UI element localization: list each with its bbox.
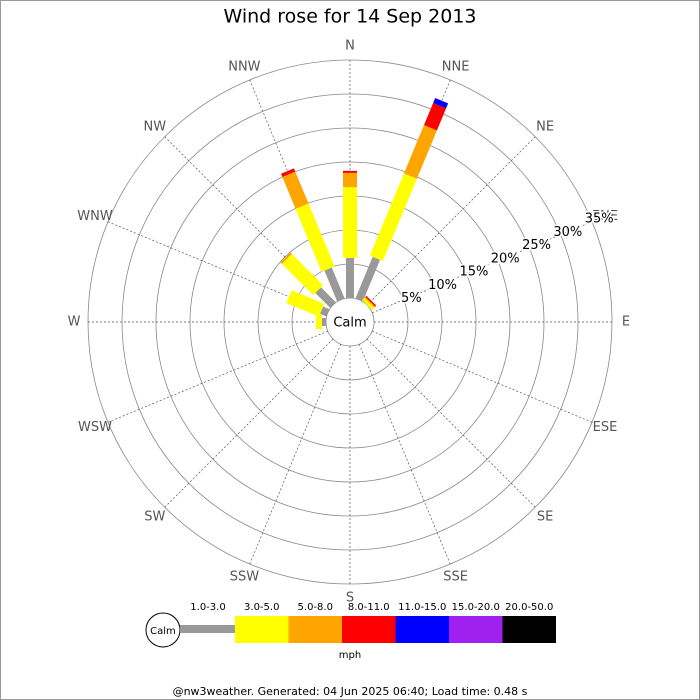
direction-label: ESE (593, 420, 618, 435)
direction-label: NNE (442, 60, 470, 75)
bar-segment (280, 252, 292, 264)
legend-swatch (342, 616, 396, 643)
bar-segment (403, 125, 437, 179)
r-tick-label: 15% (459, 265, 488, 280)
direction-label: W (68, 315, 81, 330)
legend-label: 5.0-8.0 (298, 602, 333, 613)
bar-segment (281, 253, 324, 296)
bar-segment (282, 171, 309, 209)
bar-segment (295, 203, 335, 272)
bar-segment (343, 170, 357, 173)
legend-label: 8.0-11.0 (348, 602, 390, 613)
legend-label: 20.0-50.0 (505, 602, 553, 613)
bar-segment (315, 315, 322, 329)
bar-segment (364, 296, 376, 308)
direction-label: SSW (230, 569, 260, 584)
r-tick-label: 35% (585, 212, 614, 227)
direction-label: SE (537, 510, 553, 525)
legend-swatch (180, 625, 235, 633)
calm-label: Calm (333, 316, 366, 331)
bar-segment (286, 290, 325, 317)
r-tick-label: 5% (401, 291, 422, 306)
unit-label: mph (339, 650, 361, 661)
direction-label: WNW (77, 209, 113, 224)
bar-segment (424, 103, 447, 131)
bar-segment (320, 306, 330, 317)
direction-label: NE (536, 119, 554, 134)
direction-label: WSW (78, 420, 112, 435)
legend-calm-label: Calm (150, 626, 176, 637)
bar-segment (369, 173, 417, 262)
legend-label: 3.0-5.0 (244, 602, 279, 613)
direction-label: SSE (443, 569, 468, 584)
legend-swatch (449, 616, 503, 643)
direction-label: N (345, 39, 355, 54)
r-tick-label: 20% (491, 251, 520, 266)
chart-title: Wind rose for 14 Sep 2013 (223, 6, 476, 28)
legend-label: 11.0-15.0 (398, 602, 446, 613)
legend-swatch (235, 616, 289, 643)
bar-segment (355, 256, 381, 302)
direction-label: E (622, 315, 630, 330)
bar-segment (315, 287, 336, 308)
direction-label: NNW (228, 60, 260, 75)
bar-segment (362, 297, 375, 310)
legend-swatch (502, 616, 556, 643)
bar-segment (343, 172, 357, 188)
bar-segment (281, 168, 296, 177)
r-tick-label: 30% (553, 225, 582, 240)
legend-swatch (288, 616, 342, 643)
bar-segment (324, 267, 345, 302)
direction-label: NW (144, 119, 167, 134)
legend-swatch (395, 616, 449, 643)
legend-label: 1.0-3.0 (190, 602, 225, 613)
legend-label: 15.0-20.0 (452, 602, 500, 613)
bar-segment (365, 295, 377, 307)
bar-segment (321, 318, 326, 326)
r-tick-label: 25% (522, 238, 551, 253)
direction-label: ENE (592, 209, 618, 224)
direction-label: S (346, 591, 354, 606)
bar-segment (343, 187, 357, 258)
r-tick-label: 10% (428, 278, 457, 293)
bar-segment (346, 257, 354, 298)
bar-segment (433, 97, 449, 109)
footer: @nw3weather. Generated: 04 Jun 2025 06:4… (173, 685, 528, 698)
direction-label: SW (144, 510, 165, 525)
